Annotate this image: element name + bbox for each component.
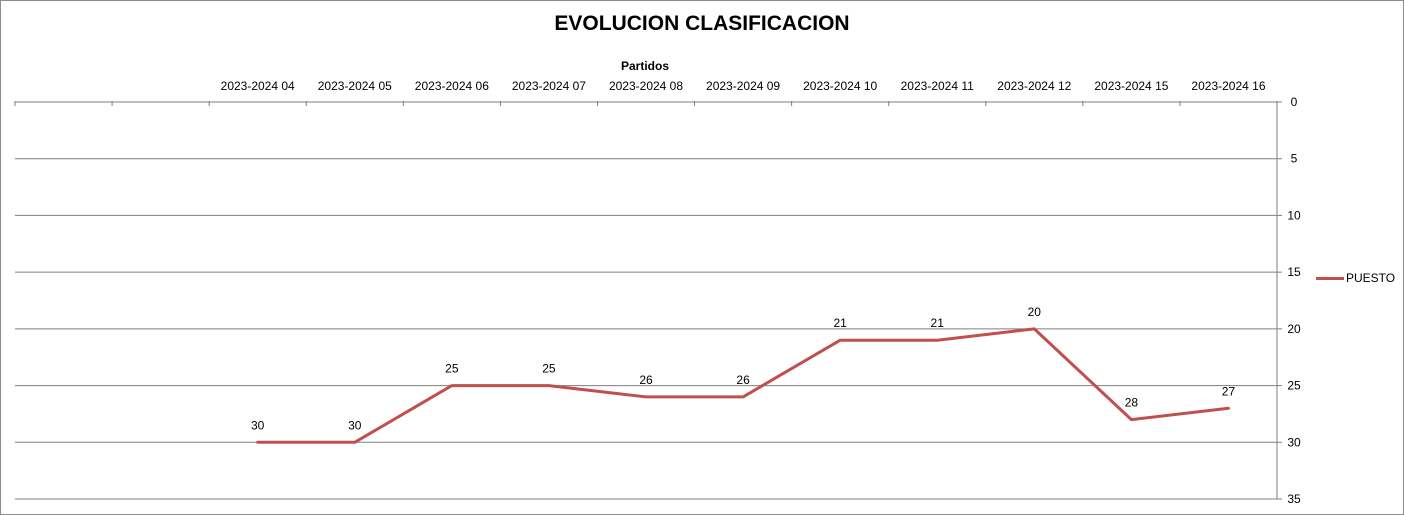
x-tick-label: 2023-2024 12	[997, 79, 1071, 93]
data-label: 30	[251, 418, 265, 432]
x-tick-label: 2023-2024 08	[609, 79, 683, 93]
data-label: 20	[1028, 305, 1042, 319]
data-label: 21	[833, 316, 847, 330]
y-tick-label: 10	[1287, 208, 1301, 222]
data-label: 26	[736, 373, 750, 387]
y-tick-label: 30	[1287, 435, 1301, 449]
x-tick-label: 2023-2024 05	[318, 79, 392, 93]
data-label: 26	[639, 373, 653, 387]
x-tick-label: 2023-2024 09	[706, 79, 780, 93]
data-label: 25	[445, 362, 459, 376]
x-tick-label: 2023-2024 07	[512, 79, 586, 93]
y-tick-label: 35	[1287, 492, 1301, 506]
y-tick-label: 25	[1287, 379, 1301, 393]
x-tick-label: 2023-2024 15	[1094, 79, 1168, 93]
x-tick-label: 2023-2024 06	[415, 79, 489, 93]
y-tick-label: 0	[1291, 95, 1298, 109]
y-tick-label: 20	[1287, 322, 1301, 336]
x-tick-label: 2023-2024 16	[1191, 79, 1265, 93]
y-tick-label: 5	[1291, 152, 1298, 166]
x-tick-label: 2023-2024 10	[803, 79, 877, 93]
y-tick-label: 15	[1287, 265, 1301, 279]
data-label: 27	[1222, 384, 1236, 398]
data-label: 25	[542, 362, 556, 376]
data-label: 21	[931, 316, 945, 330]
legend: PUESTO	[1316, 270, 1395, 286]
legend-label-puesto: PUESTO	[1346, 271, 1396, 285]
data-label: 28	[1125, 396, 1139, 410]
x-axis-label: Partidos	[620, 59, 669, 73]
chart-title: EVOLUCION CLASIFICACION	[554, 12, 850, 35]
x-tick-label: 2023-2024 11	[901, 79, 975, 93]
legend-swatch-puesto	[1316, 276, 1344, 280]
data-label: 30	[348, 418, 362, 432]
series-line-puesto	[256, 327, 1230, 444]
x-tick-label: 2023-2024 04	[221, 79, 295, 93]
